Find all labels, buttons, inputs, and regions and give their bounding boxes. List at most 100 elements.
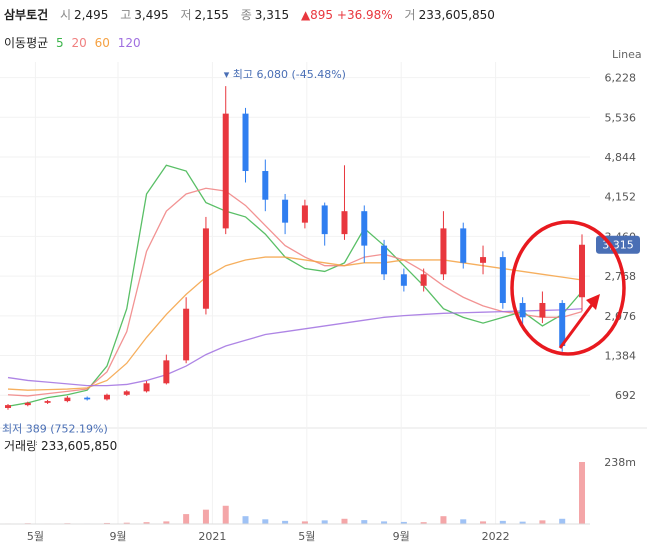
- candle-body: [143, 383, 150, 392]
- candle-body: [301, 205, 308, 223]
- low-value: 2,155: [194, 8, 229, 22]
- highlight-circle: [510, 220, 626, 356]
- volume-bar: [440, 516, 447, 524]
- volume-panel-value: 233,605,850: [40, 439, 118, 453]
- volume-bar: [519, 521, 526, 524]
- ma-60-line: [7, 256, 583, 391]
- volume-label: 거: [404, 8, 416, 22]
- ma-5-label: 5: [56, 36, 64, 50]
- candle-body: [321, 205, 328, 235]
- volume-panel-title: 거래량 233,605,850: [4, 437, 117, 454]
- volume-bar: [559, 518, 566, 524]
- volume-bar: [321, 520, 328, 524]
- candle-body: [5, 405, 11, 408]
- candle-body: [400, 274, 407, 286]
- ma-60-label: 60: [94, 36, 110, 50]
- close-label: 종: [240, 8, 252, 22]
- volume-bar: [202, 509, 209, 524]
- high-label: 고: [120, 8, 132, 22]
- ma-5-line: [7, 164, 583, 407]
- open-value: 2,495: [74, 8, 109, 22]
- volume-bar: [301, 521, 308, 524]
- candle-body: [440, 228, 447, 275]
- candle-body: [103, 394, 110, 400]
- low-annotation: 최저 389 (752.19%): [2, 423, 108, 436]
- volume-bar: [361, 520, 368, 524]
- candle-body: [519, 302, 526, 318]
- scale-toggle[interactable]: Linea: [612, 48, 642, 61]
- volume-bar: [183, 514, 190, 524]
- highlight-arrow-head: [586, 294, 600, 310]
- volume-bar: [163, 521, 170, 524]
- candle-body: [24, 402, 31, 406]
- change-value: ▲895 +36.98%: [300, 8, 393, 22]
- close-value: 3,315: [254, 8, 290, 22]
- candle-body: [44, 401, 51, 403]
- x-tick-label: 5월: [298, 530, 315, 543]
- candle-body: [84, 397, 91, 400]
- volume-panel-label: 거래량: [4, 439, 38, 453]
- volume-bar: [539, 520, 546, 524]
- volume-bar: [480, 521, 487, 524]
- candle-body: [202, 228, 209, 309]
- x-tick-label: 2022: [482, 530, 510, 543]
- candle-body: [123, 391, 130, 395]
- ma-legend-title: 이동평균: [4, 36, 49, 50]
- candle-body: [163, 360, 170, 384]
- volume-bar: [420, 522, 427, 524]
- x-tick-label: 2021: [198, 530, 226, 543]
- y-tick-label: 6,228: [605, 72, 637, 85]
- volume-bar: [341, 518, 348, 524]
- volume-bar: [282, 520, 289, 524]
- high-value: 3,495: [134, 8, 169, 22]
- candle-body: [420, 274, 427, 286]
- volume-axis-label: 238m: [604, 456, 636, 469]
- x-tick-label: 9월: [109, 530, 126, 543]
- volume-bar: [222, 505, 229, 524]
- ma-20-line: [7, 187, 583, 397]
- candle-body: [64, 397, 71, 402]
- x-tick-label: 9월: [393, 530, 410, 543]
- volume-bar: [143, 522, 150, 524]
- candle-body: [341, 211, 348, 235]
- open-label: 시: [60, 8, 72, 22]
- highlight-arrow-shaft: [558, 301, 596, 349]
- candle-body: [222, 113, 229, 229]
- volume-bar: [460, 519, 467, 524]
- y-tick-label: 5,536: [605, 111, 637, 124]
- price-header: 삼부토건 시 2,495 고 3,495 저 2,155 종 3,315 ▲895 +3…: [4, 6, 503, 23]
- volume-bar: [242, 516, 249, 524]
- candle-body: [559, 302, 566, 347]
- candle-body: [499, 257, 506, 303]
- candle-body: [539, 302, 546, 318]
- stock-name: 삼부토건: [4, 8, 49, 22]
- x-tick-label: 5월: [27, 530, 44, 543]
- y-tick-label: 2,768: [605, 270, 637, 283]
- candle-body: [183, 308, 190, 361]
- candle-body: [262, 171, 269, 200]
- volume-value: 233,605,850: [418, 8, 495, 22]
- volume-bar: [103, 522, 110, 524]
- y-tick-label: 4,152: [605, 191, 637, 204]
- low-label: 저: [180, 8, 192, 22]
- ma-120-label: 120: [117, 36, 141, 50]
- volume-bar: [262, 519, 269, 524]
- moving-average-legend[interactable]: 이동평균 5 20 60 120: [4, 34, 145, 51]
- ma-20-label: 20: [71, 36, 87, 50]
- y-tick-label: 1,384: [605, 350, 637, 363]
- y-tick-label: 692: [615, 389, 636, 402]
- candle-body: [579, 244, 585, 298]
- volume-bar: [579, 462, 585, 524]
- candle-body: [242, 113, 249, 172]
- volume-bar: [400, 521, 407, 524]
- candle-body: [460, 228, 467, 263]
- volume-bar: [381, 521, 388, 524]
- candle-body: [282, 199, 289, 223]
- volume-bar: [499, 520, 506, 524]
- y-tick-label: 4,844: [605, 151, 637, 164]
- candle-body: [361, 211, 368, 246]
- high-annotation: ▾ 최고 6,080 (-45.48%): [224, 68, 346, 81]
- volume-bar: [123, 522, 130, 524]
- candle-body: [381, 245, 388, 275]
